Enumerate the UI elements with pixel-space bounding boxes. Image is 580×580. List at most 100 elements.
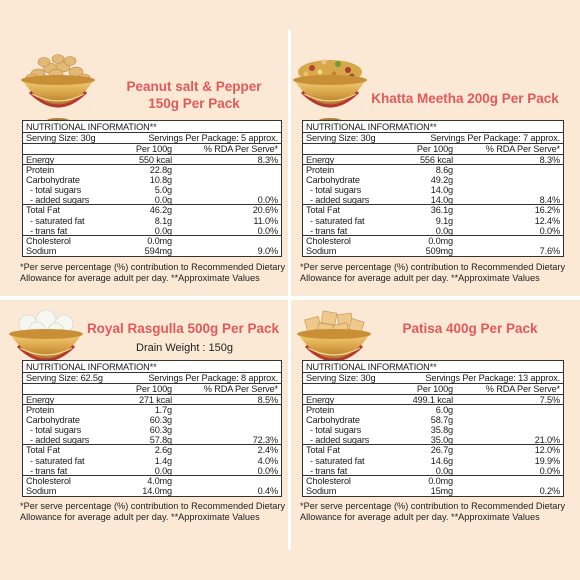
nutrient-rda: 20.6% [252, 205, 278, 216]
nutrient-name: Total Fat [26, 205, 60, 216]
nutrient-value: 60.3g [149, 415, 172, 426]
nutrition-panel: NUTRITIONAL INFORMATION** Serving Size: 3… [302, 360, 564, 497]
nutrient-value: 22.8g [149, 165, 172, 176]
nutrient-value: 0.0mg [147, 235, 172, 246]
col-per-100g: Per 100g [135, 144, 172, 154]
nutrient-row: - total sugars 60.3g [23, 425, 281, 435]
nutrient-name: Cholesterol [26, 475, 71, 486]
nutrient-value: 35.0g [430, 435, 453, 446]
servings-per-package: Servings Per Package: 13 approx. [425, 373, 560, 383]
nutrient-row: Cholesterol 0.0mg [303, 236, 563, 246]
nutrient-rda: 0.0% [257, 225, 278, 236]
nutrient-name: Carbohydrate [26, 415, 80, 426]
nutrient-value: 46.2g [149, 205, 172, 216]
col-rda: % RDA Per Serve* [485, 384, 560, 394]
product-title: Patisa 400g Per Pack [402, 321, 538, 336]
nutrient-value: 1.7g [154, 405, 172, 416]
nutrient-row: - total sugars 14.0g [303, 185, 563, 195]
nutrient-name: - added sugars [30, 195, 90, 206]
nutrient-name: - trans fat [310, 465, 348, 476]
nutrient-value: 36.1g [430, 205, 453, 216]
serving-size: Serving Size: 30g [306, 133, 376, 143]
nutrient-value: 271 kcal [138, 395, 172, 405]
nutrient-row: - total sugars 35.8g [303, 425, 563, 435]
nutrient-name: - total sugars [30, 425, 82, 436]
nutrient-value: 556 kcal [419, 155, 453, 165]
nutrient-rda: 12.0% [534, 445, 560, 456]
nutrient-value: 509mg [425, 245, 453, 256]
nutrition-heading: NUTRITIONAL INFORMATION** [23, 361, 281, 373]
nutrient-name: - saturated fat [30, 455, 85, 466]
column-header-row: Per 100g % RDA Per Serve* [23, 384, 281, 395]
nutrient-name: Protein [306, 165, 335, 176]
nutrient-row: - added sugars 57.8g 72.3% [23, 435, 281, 446]
nutrient-row: - saturated fat 1.4g 4.0% [23, 456, 281, 466]
serving-size: Serving Size: 30g [26, 133, 96, 143]
serving-row: Serving Size: 62.5g Servings Per Package:… [23, 373, 281, 384]
nutrient-row: Energy 499.1 kcal 7.5% [303, 395, 563, 406]
nutrient-rda: 19.9% [534, 455, 560, 466]
col-rda: % RDA Per Serve* [203, 384, 278, 394]
nutrient-value: 8.1g [154, 215, 172, 226]
nutrient-value: 499.1 kcal [412, 395, 454, 405]
nutrient-rda: 4.0% [257, 455, 278, 466]
nutrient-rda: 0.2% [539, 485, 560, 496]
nutrient-name: Sodium [26, 245, 57, 256]
product-card-rasgulla: Royal Rasgulla 500g Per Pack Drain Weigh… [0, 298, 290, 580]
vertical-divider [288, 30, 291, 550]
nutrient-row: Total Fat 46.2g 20.6% [23, 205, 281, 215]
nutrient-row: Carbohydrate 58.7g [303, 415, 563, 425]
servings-per-package: Servings Per Package: 5 approx. [148, 133, 278, 143]
nutrient-row: - added sugars 35.0g 21.0% [303, 435, 563, 446]
nutrient-row: - saturated fat 8.1g 11.0% [23, 216, 281, 226]
nutrient-row: - trans fat 0.0g 0.0% [303, 226, 563, 236]
column-header-row: Per 100g % RDA Per Serve* [303, 384, 563, 395]
rasgulla-bowl-icon [7, 309, 85, 380]
serving-row: Serving Size: 30g Servings Per Package: 1… [303, 373, 563, 384]
nutrient-name: Total Fat [306, 445, 340, 456]
nutrient-row: Total Fat 2.6g 2.4% [23, 445, 281, 455]
footnote: *Per serve percentage (%) contribution t… [300, 262, 566, 283]
product-card-patisa: Patisa 400g Per Pack NUTRITIONAL INFORMA… [290, 298, 580, 580]
footnote: *Per serve percentage (%) contribution t… [20, 262, 286, 283]
nutrient-row: Carbohydrate 10.8g [23, 175, 281, 185]
nutrient-rda: 16.2% [534, 205, 560, 216]
nutrient-row: Sodium 15mg 0.2% [303, 486, 563, 496]
nutrient-value: 14.6g [430, 455, 453, 466]
nutrient-rda: 8.3% [539, 155, 560, 165]
nutrient-rda: 0.4% [257, 485, 278, 496]
nutrient-rda: 0.0% [257, 465, 278, 476]
nutrient-name: Energy [26, 395, 55, 405]
nutrient-row: Energy 550 kcal 8.3% [23, 155, 281, 166]
drain-weight: Drain Weight : 150g [136, 342, 234, 354]
column-header-row: Per 100g % RDA Per Serve* [23, 144, 281, 155]
nutrient-row: Cholesterol 0.0mg [303, 476, 563, 486]
servings-per-package: Servings Per Package: 8 approx. [148, 373, 278, 383]
nutrient-rda: 11.0% [253, 215, 278, 226]
nutrient-name: Energy [306, 395, 335, 405]
nutrient-rda: 0.0% [539, 225, 560, 236]
nutrient-value: 14.0mg [142, 485, 172, 496]
nutrient-row: Cholesterol 0.0mg [23, 236, 281, 246]
column-header-row: Per 100g % RDA Per Serve* [303, 144, 563, 155]
nutrient-row: Protein 22.8g [23, 165, 281, 175]
nutrient-rda: 12.4% [534, 215, 560, 226]
serving-size: Serving Size: 62.5g [26, 373, 103, 383]
nutrient-value: 0.0g [435, 225, 453, 236]
nutrient-name: Carbohydrate [26, 175, 80, 186]
nutrient-rda: 72.3% [252, 435, 278, 446]
nutrient-name: - saturated fat [310, 455, 365, 466]
nutrient-name: - trans fat [30, 465, 68, 476]
nutrient-rda: 8.5% [257, 395, 278, 405]
nutrient-value: 1.4g [154, 455, 172, 466]
footnote: *Per serve percentage (%) contribution t… [20, 501, 286, 522]
nutrient-value: 35.8g [430, 425, 453, 436]
nutrient-name: Carbohydrate [306, 415, 360, 426]
product-card-peanut: Peanut salt & Pepper 150g Per Pack NUTRI… [0, 0, 290, 290]
nutrient-rda: 0.0% [539, 465, 560, 476]
nutrition-panel: NUTRITIONAL INFORMATION** Serving Size: 3… [22, 120, 282, 257]
nutrient-value: 4.0mg [147, 475, 172, 486]
nutrient-name: - trans fat [30, 225, 68, 236]
nutrient-value: 9.1g [435, 215, 453, 226]
nutrition-heading: NUTRITIONAL INFORMATION** [23, 121, 281, 133]
